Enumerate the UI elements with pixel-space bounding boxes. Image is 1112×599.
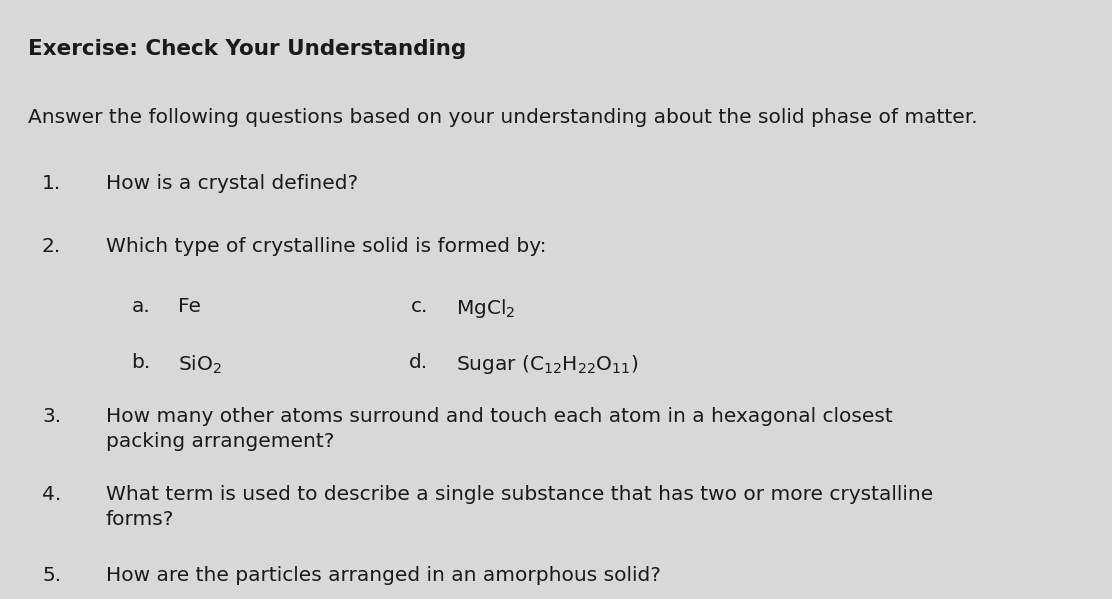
Text: Which type of crystalline solid is formed by:: Which type of crystalline solid is forme…: [106, 237, 546, 256]
Text: 5.: 5.: [42, 566, 61, 585]
Text: 3.: 3.: [42, 407, 61, 426]
Text: Answer the following questions based on your understanding about the solid phase: Answer the following questions based on …: [28, 108, 977, 127]
Text: Fe: Fe: [178, 297, 201, 316]
Text: 2.: 2.: [42, 237, 61, 256]
Text: b.: b.: [131, 353, 150, 373]
Text: c.: c.: [410, 297, 428, 316]
Text: What term is used to describe a single substance that has two or more crystallin: What term is used to describe a single s…: [106, 485, 933, 529]
Text: How are the particles arranged in an amorphous solid?: How are the particles arranged in an amo…: [106, 566, 661, 585]
Text: SiO$_2$: SiO$_2$: [178, 353, 221, 376]
Text: d.: d.: [409, 353, 428, 373]
Text: Exercise: Check Your Understanding: Exercise: Check Your Understanding: [28, 39, 466, 59]
Text: a.: a.: [131, 297, 150, 316]
Text: How many other atoms surround and touch each atom in a hexagonal closest
packing: How many other atoms surround and touch …: [106, 407, 893, 451]
Text: Sugar (C$_{12}$H$_{22}$O$_{11}$): Sugar (C$_{12}$H$_{22}$O$_{11}$): [456, 353, 638, 376]
Text: 4.: 4.: [42, 485, 61, 504]
Text: How is a crystal defined?: How is a crystal defined?: [106, 174, 358, 193]
Text: MgCl$_2$: MgCl$_2$: [456, 297, 515, 319]
Text: 1.: 1.: [42, 174, 61, 193]
